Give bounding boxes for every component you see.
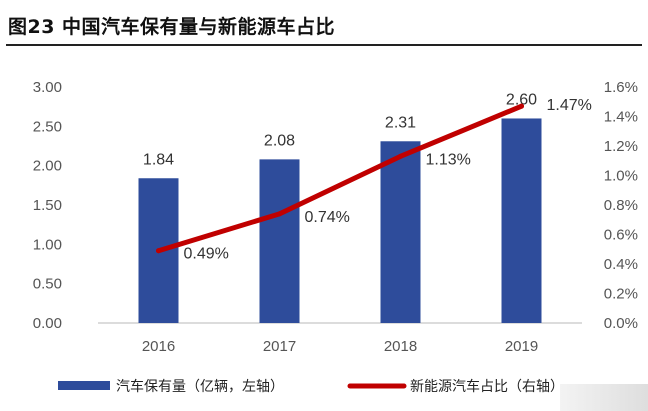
watermark-blur bbox=[560, 384, 648, 411]
left-axis-tick-label: 0.50 bbox=[33, 276, 62, 293]
bar-value-label: 2.08 bbox=[264, 132, 295, 149]
right-axis-tick-label: 1.6% bbox=[604, 79, 638, 96]
bar bbox=[380, 141, 421, 323]
right-axis-tick-label: 0.4% bbox=[604, 256, 638, 273]
line-point bbox=[519, 103, 524, 109]
right-axis-tick-label: 0.2% bbox=[604, 286, 638, 303]
left-axis-tick-label: 2.50 bbox=[33, 118, 62, 135]
line-data-labels: 0.49% 0.74% 1.13% 1.47% bbox=[184, 97, 592, 263]
bar-value-label: 2.60 bbox=[506, 91, 537, 108]
bar-value-label: 2.31 bbox=[385, 114, 416, 131]
right-axis-ticks: 0.0% 0.2% 0.4% 0.6% 0.8% 1.0% 1.2% 1.4% 1.6% bbox=[604, 79, 638, 332]
line-value-label: 0.74% bbox=[305, 209, 350, 226]
left-axis-tick-label: 0.00 bbox=[33, 315, 62, 332]
left-axis-tick-label: 1.50 bbox=[33, 197, 62, 214]
left-axis-ticks: 0.00 0.50 1.00 1.50 2.00 2.50 3.00 bbox=[33, 79, 62, 332]
bar bbox=[501, 118, 542, 323]
left-axis-tick-label: 1.00 bbox=[33, 236, 62, 253]
left-axis-tick-label: 2.00 bbox=[33, 158, 62, 175]
left-axis-tick-label: 3.00 bbox=[33, 79, 62, 96]
title-divider bbox=[6, 44, 642, 46]
x-axis-ticks: 2016 2017 2018 2019 bbox=[142, 338, 538, 355]
x-axis-tick-label: 2017 bbox=[263, 338, 296, 355]
right-axis-tick-label: 0.8% bbox=[604, 197, 638, 214]
line-point bbox=[156, 248, 161, 254]
line-value-label: 1.13% bbox=[426, 151, 471, 168]
legend: 汽车保有量（亿辆，左轴） 新能源汽车占比（右轴） bbox=[58, 378, 564, 395]
chart-title: 图23 中国汽车保有量与新能源车占比 bbox=[8, 16, 336, 38]
legend-bar-label: 汽车保有量（亿辆，左轴） bbox=[116, 378, 284, 395]
right-axis-tick-label: 1.4% bbox=[604, 109, 638, 126]
line-value-label: 0.49% bbox=[184, 246, 229, 263]
x-axis-tick-label: 2019 bbox=[505, 338, 538, 355]
legend-bar-swatch bbox=[58, 381, 110, 390]
right-axis-tick-label: 0.0% bbox=[604, 315, 638, 332]
line-point bbox=[398, 153, 403, 159]
bar bbox=[259, 159, 300, 323]
line-value-label: 1.47% bbox=[547, 97, 592, 114]
x-axis-tick-label: 2016 bbox=[142, 338, 175, 355]
line-point bbox=[277, 211, 282, 217]
legend-line-label: 新能源汽车占比（右轴） bbox=[410, 378, 564, 395]
right-axis-tick-label: 1.0% bbox=[604, 168, 638, 185]
x-axis-tick-label: 2018 bbox=[384, 338, 417, 355]
line-series bbox=[156, 103, 524, 254]
bar-data-labels: 1.84 2.08 2.31 2.60 bbox=[143, 91, 537, 168]
right-axis-tick-label: 0.6% bbox=[604, 227, 638, 244]
bar-value-label: 1.84 bbox=[143, 151, 174, 168]
right-axis-tick-label: 1.2% bbox=[604, 138, 638, 155]
line-path bbox=[156, 103, 524, 254]
